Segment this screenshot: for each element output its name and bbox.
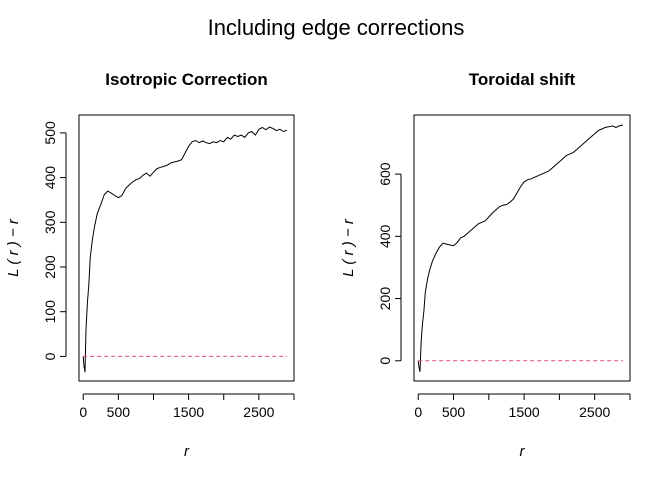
chart-panel-isotropic: Isotropic Correction 0 500 1500 2500 r 0 100 200… <box>5 70 295 460</box>
x-tick-label: 2500 <box>579 404 610 420</box>
panel-title: Toroidal shift <box>469 70 576 89</box>
figure-title: Including edge corrections <box>208 15 465 40</box>
x-axis-label: r <box>520 443 526 460</box>
data-line <box>417 124 624 372</box>
y-axis-label: L ( r ) − r <box>5 218 22 277</box>
chart-panel-toroidal: Toroidal shift 0 500 1500 2500 r 0 200 400 600 L (… <box>340 70 631 460</box>
x-tick-label: 2500 <box>243 404 274 420</box>
y-tick-label: 600 <box>377 162 393 186</box>
x-tick-label: 0 <box>414 404 422 420</box>
y-tick-label: 0 <box>377 357 393 365</box>
y-tick-label: 200 <box>377 287 393 311</box>
panel-title: Isotropic Correction <box>105 70 267 89</box>
y-tick-label: 400 <box>377 224 393 248</box>
x-tick-label: 500 <box>442 404 466 420</box>
x-tick-label: 1500 <box>509 404 540 420</box>
y-tick-label: 0 <box>42 352 58 360</box>
x-tick-label: 500 <box>107 404 131 420</box>
plot-frame <box>413 114 631 382</box>
plot-frame <box>78 114 295 382</box>
x-tick-label: 1500 <box>173 404 204 420</box>
x-tick-label: 0 <box>79 404 87 420</box>
y-tick-label: 100 <box>42 300 58 324</box>
y-tick-label: 300 <box>42 210 58 234</box>
y-axis-label: L ( r ) − r <box>340 218 357 277</box>
y-tick-label: 400 <box>42 166 58 190</box>
y-tick-label: 500 <box>42 121 58 145</box>
data-line <box>82 126 288 373</box>
y-tick-label: 200 <box>42 255 58 279</box>
x-axis-label: r <box>184 443 190 460</box>
